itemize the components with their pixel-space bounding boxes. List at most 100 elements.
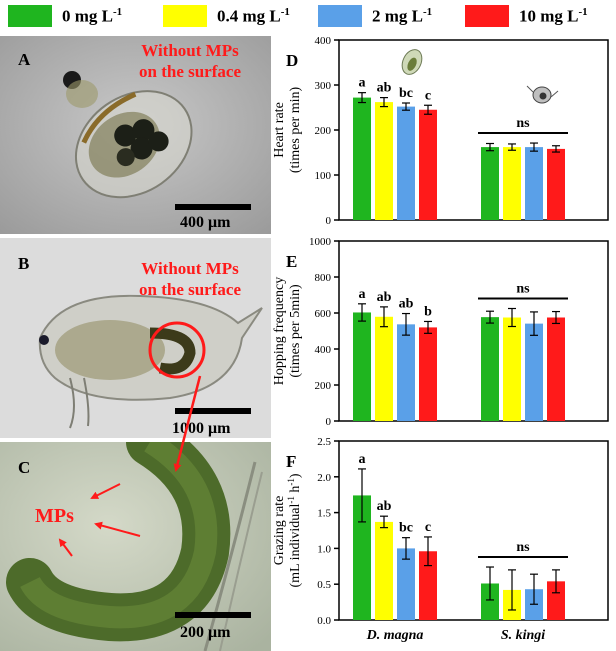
ytick-label-E-1: 200 — [315, 380, 332, 392]
daphnia-photo-b — [0, 238, 271, 438]
ytick-label-F-4: 2.0 — [317, 472, 331, 484]
ytick-label-E-2: 400 — [315, 344, 332, 356]
ytick-label-E-3: 600 — [315, 308, 332, 320]
bar-F-1-3 — [547, 581, 565, 620]
note-b-line-2: on the surface — [139, 280, 241, 299]
photo-b — [0, 238, 271, 438]
chart-F: 0.0 0.5 1.0 1.5 2.0 2.5 F Grazing rate(mL indiv… — [272, 436, 609, 643]
scalebar-a — [175, 204, 251, 210]
note-a: Without MPs on the surface — [120, 40, 260, 82]
bar-F-1-0 — [481, 583, 499, 620]
daphnia-magna-icon — [401, 49, 423, 75]
sig-letter-D-0-0: a — [359, 76, 366, 91]
simocephalus-icon-eye — [539, 92, 547, 100]
bar-E-0-2 — [397, 324, 415, 421]
plot-frame-E — [338, 240, 609, 422]
ytick-label-D-4: 400 — [315, 35, 332, 47]
ylabel-line-2-E: (times per 5min) — [288, 284, 303, 378]
sig-letter-D-0-1: ab — [377, 81, 392, 96]
simocephalus-icon — [526, 85, 559, 104]
ylabel-line-1-E: Hopping frequency — [272, 277, 287, 385]
ytick-label-E-0: 0 — [326, 416, 332, 428]
note-a-line-2: on the surface — [139, 62, 241, 81]
panel-letter-F: F — [286, 452, 296, 471]
panel-letter-c: C — [18, 458, 31, 477]
note-a-line-1: Without MPs — [141, 41, 239, 60]
daphnia-magna-icon-gut — [407, 57, 417, 71]
ns-label-F-1: ns — [516, 540, 530, 555]
legend: 0 mg L-1 0.4 mg L-1 2 mg L-1 10 mg L-1 — [0, 0, 616, 32]
legend-item-0: 0 mg L-1 — [8, 3, 122, 29]
bar-E-0-3 — [419, 327, 437, 421]
ytick-label-E-5: 1000 — [309, 236, 332, 248]
bar-D-0-3 — [419, 109, 437, 220]
ytick-label-E-4: 800 — [315, 272, 332, 284]
scale-label-a: 400 μm — [180, 214, 231, 231]
legend-label-2: 2 mg L-1 — [372, 5, 433, 26]
daphnia-photo-a — [0, 36, 271, 234]
bar-D-1-1 — [503, 147, 521, 220]
ylabel-close-F: ) — [288, 473, 303, 478]
bar-E-1-0 — [481, 317, 499, 421]
scale-label-c: 200 μm — [180, 624, 231, 641]
note-b-line-1: Without MPs — [141, 259, 239, 278]
ytick-label-D-1: 100 — [315, 170, 332, 182]
bar-D-1-2 — [525, 147, 543, 220]
chart-E: 0 200 400 600 800 1000 E Hopping frequency(time… — [272, 236, 609, 428]
legend-label-1: 0.4 mg L-1 — [217, 5, 290, 26]
ylabel-line-1-F: Grazing rate — [272, 496, 287, 566]
bar-F-0-3 — [419, 551, 437, 620]
panel-letter-b: B — [18, 254, 30, 273]
bar-E-1-3 — [547, 317, 565, 421]
bar-E-1-2 — [525, 323, 543, 421]
sig-letter-F-0-2: bc — [399, 521, 413, 536]
sig-letter-E-0-2: ab — [399, 297, 414, 312]
bar-D-0-2 — [397, 106, 415, 220]
legend-swatch-1 — [163, 5, 207, 27]
legend-swatch-2 — [318, 5, 362, 27]
panel-letter-D: D — [286, 51, 298, 70]
legend-item-3: 10 mg L-1 — [465, 3, 588, 29]
ytick-label-F-1: 0.5 — [317, 579, 331, 591]
bar-E-0-0 — [353, 312, 371, 421]
legend-item-2: 2 mg L-1 — [318, 3, 432, 29]
bar-F-0-2 — [397, 548, 415, 620]
ylabel-part-F: h — [288, 486, 303, 497]
panel-letter-a: A — [18, 50, 31, 69]
photo-a — [0, 36, 271, 234]
bar-D-0-0 — [353, 97, 371, 220]
ytick-label-D-3: 300 — [315, 80, 332, 92]
ns-label-E-1: ns — [516, 282, 530, 297]
legend-item-1: 0.4 mg L-1 — [163, 3, 290, 29]
ylabel-F: Grazing rate(mL individual-1 h-1) — [272, 473, 303, 587]
ylabel-line-2-D: (times per min) — [288, 87, 303, 174]
bar-E-1-1 — [503, 317, 521, 421]
ylabel-E: Hopping frequency(times per 5min) — [272, 277, 303, 385]
ns-label-D-1: ns — [516, 116, 530, 131]
sig-letter-E-0-0: a — [359, 287, 366, 302]
ytick-label-D-2: 200 — [315, 125, 332, 137]
ylabel-line-1-D: Heart rate — [272, 102, 287, 158]
sig-letter-F-0-1: ab — [377, 499, 392, 514]
bar-D-1-3 — [547, 148, 565, 220]
ylabel-D: Heart rate(times per min) — [272, 87, 303, 174]
legend-label-0: 0 mg L-1 — [62, 5, 123, 26]
sig-letter-D-0-2: bc — [399, 86, 413, 101]
sig-letter-E-0-3: b — [424, 304, 432, 319]
plot-frame-F — [338, 440, 609, 621]
chart-D: 0 100 200 300 400 D Heart rate(times per min) a… — [272, 35, 609, 227]
ytick-label-F-3: 1.5 — [317, 508, 331, 520]
panel-letter-E: E — [286, 252, 297, 271]
scalebar-b — [175, 408, 251, 414]
simocephalus-icon-spine — [550, 90, 559, 98]
ytick-label-D-0: 0 — [326, 215, 332, 227]
bar-F-0-0 — [353, 495, 371, 620]
ytick-label-F-5: 2.5 — [317, 436, 331, 448]
bar-E-0-1 — [375, 316, 393, 421]
ylabel-sup-1-F: -1 — [286, 496, 296, 504]
sig-letter-F-0-3: c — [425, 520, 431, 535]
ylabel-line-2-F: (mL individual — [288, 504, 303, 588]
mps-label: MPs — [35, 505, 74, 527]
sig-letter-F-0-0: a — [359, 452, 366, 467]
